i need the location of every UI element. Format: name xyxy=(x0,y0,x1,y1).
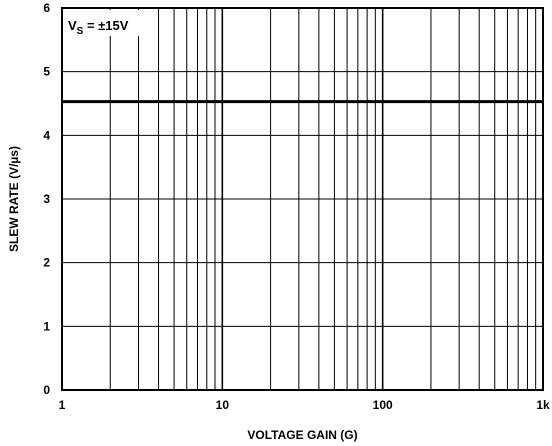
y-tick-label: 2 xyxy=(43,256,50,270)
x-tick-label: 1 xyxy=(59,398,66,412)
y-tick-label: 3 xyxy=(43,192,50,206)
x-axis-title: VOLTAGE GAIN (G) xyxy=(247,428,357,442)
annotation-background xyxy=(63,10,149,36)
x-tick-label: 1k xyxy=(536,398,550,412)
annotation-suffix: = ±15V xyxy=(83,18,128,33)
x-tick-labels: 1 10 100 1k xyxy=(59,398,550,412)
y-tick-label: 4 xyxy=(43,128,50,142)
y-tick-label: 6 xyxy=(43,1,50,15)
annotation-subscript: S xyxy=(77,26,84,37)
supply-voltage-annotation: VS = ±15V xyxy=(68,18,129,37)
plot-frame xyxy=(61,7,544,391)
x-tick-label: 10 xyxy=(216,398,230,412)
x-tick-label: 100 xyxy=(373,398,393,412)
y-tick-label: 0 xyxy=(43,383,50,397)
y-tick-label: 1 xyxy=(43,319,50,333)
annotation-prefix: V xyxy=(68,18,77,33)
grid xyxy=(62,8,543,390)
y-tick-labels: 0 1 2 3 4 5 6 xyxy=(43,1,50,397)
y-axis-title: SLEW RATE (V/µs) xyxy=(7,146,21,252)
y-tick-label: 5 xyxy=(43,65,50,79)
